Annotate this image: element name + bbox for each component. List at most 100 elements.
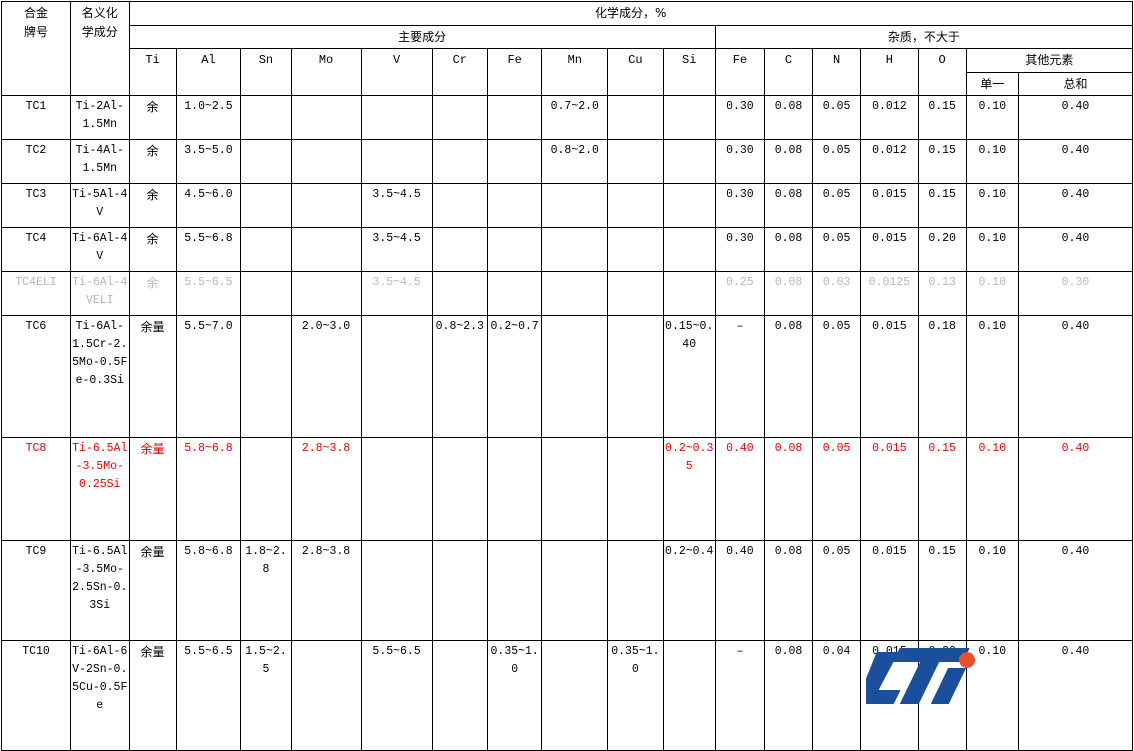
cell-main-mo [290,139,362,185]
cell-alloy-grade: TC4ELI [1,271,71,317]
cell-main-v [360,540,433,642]
cell-nominal-composition: Ti-6.5Al-3.5Mo-2.5Sn-0.3Si [69,540,130,642]
cell-nominal-composition: Ti-6.5Al-3.5Mo-0.25Si [69,437,130,542]
cell-other-single: 0.10 [965,95,1019,141]
table-row: TC6 Ti-6Al-1.5Cr-2.5Mo-0.5Fe-0.3Si 余量 5.5~7… [1,315,1134,439]
cell-other-total: 0.40 [1017,437,1134,542]
cell-main-fe [486,95,543,141]
cell-impurity-n: 0.05 [812,315,862,439]
cell-other-total: 0.40 [1017,315,1134,439]
cell-nominal-composition: Ti-2Al-1.5Mn [69,95,130,141]
cell-nominal-composition: Ti-6Al-4V [69,227,130,273]
cell-impurity-c: 0.08 [763,437,814,542]
cell-other-total: 0.30 [1017,271,1134,317]
cell-main-cu [607,95,664,141]
cell-main-fe [486,540,543,642]
cell-main-al: 3.5~5.0 [175,139,242,185]
cell-main-ti: 余 [128,271,177,317]
cell-main-sn [240,315,292,439]
cell-other-single: 0.10 [965,640,1019,751]
cell-main-cu [607,315,664,439]
cell-main-mn [541,540,609,642]
header-element-mo: Mo [290,48,362,97]
cell-main-mn: 0.7~2.0 [541,95,609,141]
cell-impurity-fe: 0.30 [714,139,765,185]
cell-other-total: 0.40 [1017,540,1134,642]
cell-main-si: 0.2~0.4 [662,540,716,642]
cell-impurity-h: 0.015 [860,315,919,439]
cell-main-sn [240,271,292,317]
cell-other-single: 0.10 [965,315,1019,439]
cell-main-al: 5.8~6.8 [175,437,242,542]
cell-main-mo: 2.0~3.0 [290,315,362,439]
cell-impurity-h: 0.015 [860,183,919,229]
header-element-ti: Ti [128,48,177,97]
cell-impurity-c: 0.08 [763,139,814,185]
cell-impurity-c: 0.08 [763,640,814,751]
cell-main-mn [541,183,609,229]
table-row: TC4ELI Ti-6Al-4VELI 余 5.5~6.5 3.5~4.5 0.25 0.0… [1,271,1134,317]
cell-impurity-fe: 0.25 [714,271,765,317]
cell-other-total: 0.40 [1017,95,1134,141]
cell-main-si [662,227,716,273]
cell-main-sn [240,139,292,185]
header-element-cu: Cu [607,48,664,97]
table-row: TC3 Ti-5Al-4V 余 4.5~6.0 3.5~4.5 0.30 0.08 0.05 0… [1,183,1134,229]
cell-impurity-n: 0.03 [812,271,862,317]
cell-alloy-grade: TC6 [1,315,71,439]
header-alloy-grade-line1: 合金 [23,6,48,20]
cell-main-cr [431,183,489,229]
cell-alloy-grade: TC1 [1,95,71,141]
cell-impurity-o: 0.20 [917,227,967,273]
header-impurity-n: N [812,48,862,97]
cell-impurity-h: 0.015 [860,437,919,542]
cell-impurity-c: 0.08 [763,271,814,317]
header-alloy-grade-line2: 牌号 [23,24,48,39]
cell-impurity-o: 0.18 [917,315,967,439]
header-element-v: V [360,48,433,97]
cell-alloy-grade: TC2 [1,139,71,185]
cell-main-sn [240,183,292,229]
cell-nominal-composition: Ti-6Al-6V-2Sn-0.5Cu-0.5Fe [69,640,130,751]
cell-other-total: 0.40 [1017,640,1134,751]
cell-other-single: 0.10 [965,227,1019,273]
cell-other-total: 0.40 [1017,139,1134,185]
table-body: TC1 Ti-2Al-1.5Mn 余 1.0~2.5 0.7~2.0 0.30 0.08 0.… [1,95,1134,751]
cell-main-cu [607,227,664,273]
header-element-mn: Mn [541,48,609,97]
cell-main-sn [240,95,292,141]
cell-main-al: 1.0~2.5 [175,95,242,141]
cell-main-ti: 余量 [128,315,177,439]
cell-other-single: 0.10 [965,437,1019,542]
cell-impurity-fe: 0.40 [714,437,765,542]
cell-main-fe [486,139,543,185]
cell-impurity-n: 0.05 [812,227,862,273]
cell-main-cu [607,271,664,317]
cell-main-al: 5.5~6.5 [175,640,242,751]
cell-main-ti: 余 [128,183,177,229]
cell-impurity-c: 0.08 [763,95,814,141]
cell-impurity-o: 0.15 [917,183,967,229]
cell-main-mo: 2.8~3.8 [290,437,362,542]
cell-main-cr [431,437,489,542]
cell-main-v [360,95,433,141]
cell-main-v: 3.5~4.5 [360,227,433,273]
cell-other-single: 0.10 [965,183,1019,229]
cell-main-sn: 1.5~2.5 [240,640,292,751]
header-chemical-composition-title: 化学成分，% [128,1,1134,26]
header-impurity-c: C [763,48,814,97]
cell-main-mn [541,315,609,439]
cell-main-ti: 余量 [128,640,177,751]
cell-main-mo [290,640,362,751]
cell-main-mo [290,271,362,317]
header-row-other-subs: 单一 总和 [2,71,1134,97]
cell-other-total: 0.40 [1017,183,1134,229]
cell-impurity-o: 0.13 [917,271,967,317]
cell-main-cr [431,95,489,141]
cell-impurity-o: 0.15 [917,139,967,185]
cell-main-ti: 余 [128,139,177,185]
cell-main-mn [541,437,609,542]
cell-main-v [360,139,433,185]
cell-main-ti: 余 [128,227,177,273]
